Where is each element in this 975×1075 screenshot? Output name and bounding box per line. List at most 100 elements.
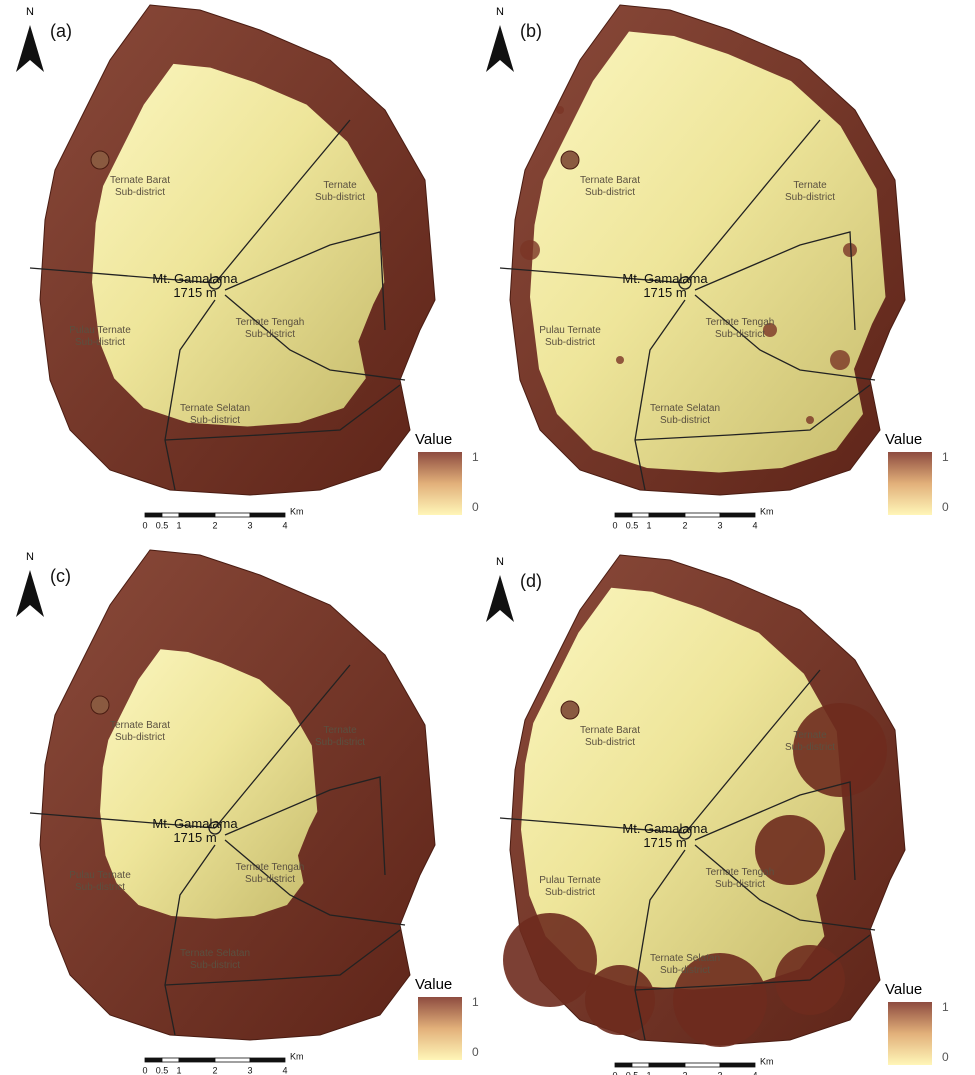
scale-bar [145, 1058, 162, 1062]
scale-tick: 0 [142, 520, 147, 530]
legend-ramp [418, 997, 462, 1060]
speckle [806, 416, 814, 424]
zone-blob [585, 965, 655, 1035]
panel-label: (a) [50, 21, 72, 41]
area-label-line: Ternate Barat [110, 175, 170, 186]
scale-bar [215, 1058, 250, 1062]
area-label-line: Ternate [323, 180, 357, 191]
area-label: Ternate TengahSub-district [706, 317, 775, 340]
scale-tick: 4 [752, 1070, 757, 1075]
area-label-line: Mt. Gamalama [152, 816, 238, 831]
panel-label: (b) [520, 21, 542, 41]
area-label-line: Ternate Tengah [236, 862, 305, 873]
area-label-line: 1715 m [173, 285, 216, 300]
area-label-line: Ternate Barat [580, 725, 640, 736]
area-label-line: Sub-district [785, 192, 835, 203]
area-label-line: Ternate Selatan [180, 403, 250, 414]
north-label: N [26, 6, 34, 18]
crater [561, 151, 579, 169]
scale-bar [632, 513, 649, 517]
area-label-line: Mt. Gamalama [622, 821, 708, 836]
area-label-line: 1715 m [643, 285, 686, 300]
area-label-line: Sub-district [660, 415, 710, 426]
area-label-line: Ternate Tengah [706, 317, 775, 328]
area-label: Ternate BaratSub-district [580, 725, 640, 748]
area-label-line: Sub-district [585, 737, 635, 748]
scale-unit: Km [760, 1056, 774, 1066]
north-arrow [486, 575, 514, 622]
legend-max: 1 [942, 1000, 949, 1014]
crater [91, 151, 109, 169]
scale-bar [179, 1058, 215, 1062]
area-label-line: Ternate Selatan [180, 948, 250, 959]
panel-label: (d) [520, 571, 542, 591]
scale-bar [215, 513, 250, 517]
area-label-line: Sub-district [245, 874, 295, 885]
north-arrow [486, 25, 514, 72]
scale-bar [720, 1063, 755, 1067]
area-label-line: Sub-district [115, 187, 165, 198]
scale-bar [649, 1063, 685, 1067]
north-label: N [26, 551, 34, 563]
scale-tick: 2 [212, 520, 217, 530]
scale-tick: 0 [612, 1070, 617, 1075]
scale-unit: Km [760, 506, 774, 516]
legend-max: 1 [942, 450, 949, 464]
scale-bar [685, 1063, 720, 1067]
scale-bar [720, 513, 755, 517]
area-label: Pulau TernateSub-district [539, 875, 601, 898]
legend-min: 0 [942, 1050, 949, 1064]
scale-tick: 4 [282, 1065, 287, 1075]
scale-tick: 0.5 [156, 520, 169, 530]
speckle [843, 243, 857, 257]
legend-title: Value [885, 431, 922, 448]
scale-bar [615, 1063, 632, 1067]
legend-min: 0 [472, 500, 479, 514]
legend-ramp [888, 452, 932, 515]
area-label-line: Pulau Ternate [69, 325, 131, 336]
legend-title: Value [885, 981, 922, 998]
legend-ramp [418, 452, 462, 515]
area-label-line: Sub-district [585, 187, 635, 198]
area-label-line: Ternate Tengah [236, 317, 305, 328]
area-label: Ternate BaratSub-district [580, 175, 640, 198]
area-label-line: Sub-district [715, 329, 765, 340]
scale-tick: 3 [717, 1070, 722, 1075]
area-label-line: Sub-district [715, 879, 765, 890]
scale-tick: 0 [142, 1065, 147, 1075]
area-label-line: Sub-district [245, 329, 295, 340]
scale-tick: 0 [612, 520, 617, 530]
legend-title: Value [415, 976, 452, 993]
scale-bar [632, 1063, 649, 1067]
area-label-line: Ternate Selatan [650, 403, 720, 414]
scale-bar [162, 1058, 179, 1062]
scale-tick: 1 [646, 1070, 651, 1075]
legend-min: 0 [472, 1045, 479, 1059]
crater [91, 696, 109, 714]
area-label-line: Sub-district [75, 337, 125, 348]
area-label-line: Sub-district [545, 887, 595, 898]
area-label-line: Ternate Tengah [706, 867, 775, 878]
scale-tick: 2 [212, 1065, 217, 1075]
legend-title: Value [415, 431, 452, 448]
area-label-line: Ternate [323, 725, 357, 736]
area-label-line: Mt. Gamalama [152, 271, 238, 286]
scale-bar [179, 513, 215, 517]
area-label-line: Ternate [793, 730, 827, 741]
scale-tick: 3 [247, 520, 252, 530]
north-arrow [16, 570, 44, 617]
legend-ramp [888, 1002, 932, 1065]
area-label-line: Ternate Barat [110, 720, 170, 731]
scale-tick: 0.5 [156, 1065, 169, 1075]
map-panel: Ternate BaratSub-districtTernateSub-dist… [486, 5, 949, 530]
area-label: Ternate SelatanSub-district [650, 953, 720, 976]
